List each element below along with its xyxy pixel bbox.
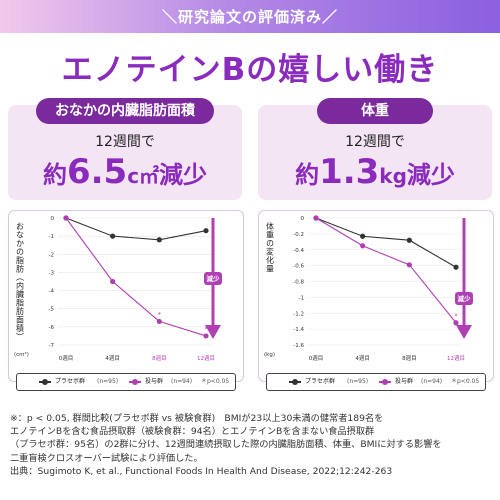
weight-result-value: 1.3: [319, 152, 380, 192]
legend-treatment-marker: [132, 379, 138, 385]
x-tick-label: 0週目: [59, 354, 74, 362]
fat-result-value: 6.5: [66, 152, 128, 192]
legend-placebo-n: (n=95): [347, 378, 369, 385]
y-tick-label: 0: [301, 216, 305, 222]
data-point: [156, 237, 162, 243]
legend-placebo-marker: [42, 379, 48, 385]
header-banner: ＼研究論文の評価済み／: [0, 0, 500, 33]
footnote-line: 二重盲検クロスオーバー試験により評価した。: [10, 452, 203, 464]
weight-result-text: 約1.3kg減少: [258, 152, 492, 192]
series-line: [65, 217, 207, 337]
y-tick-label: -4: [49, 289, 55, 295]
weight-result-unit: kg: [379, 164, 407, 188]
data-point: [453, 264, 459, 270]
data-point: [313, 215, 319, 221]
y-tick-label: -1.4: [293, 327, 304, 333]
series-line: [65, 217, 207, 241]
data-point: [110, 278, 116, 285]
decrease-badge: [455, 292, 473, 305]
data-point: [453, 320, 459, 326]
footnote-line: ※：p < 0.05, 群間比較(プラセボ群 vs 被験食群) BMIが23以上…: [10, 413, 384, 424]
fat-result-text: 約6.5c㎡減少: [8, 152, 242, 192]
x-tick-label: 12週目: [447, 354, 465, 362]
x-tick-label: 8週目: [152, 354, 167, 362]
x-tick-label: 4週目: [355, 354, 370, 362]
decrease-badge-label: 減少: [458, 294, 472, 303]
y-tick-label: -0.8: [293, 280, 304, 286]
y-tick-label: -1: [299, 295, 304, 301]
decrease-badge-label: 減少: [207, 274, 221, 283]
fat-result-prefix: 約: [42, 161, 67, 189]
y-tick-label: -1.2: [293, 311, 304, 317]
legend-placebo-marker: [292, 379, 298, 385]
y-tick-label: -6: [49, 325, 55, 331]
series-line: [315, 217, 457, 268]
legend-placebo-n: (n=95): [97, 378, 119, 385]
data-point: [63, 215, 69, 221]
study-footnote: ※：p < 0.05, 群間比較(プラセボ群 vs 被験食群) BMIが23以上…: [10, 412, 492, 478]
y-axis-label: 体重の変化量: [266, 221, 275, 273]
fat-period-text: 12週間で: [95, 134, 155, 150]
y-tick-label: -2: [49, 252, 54, 258]
data-point: [360, 233, 366, 239]
y-tick-label: -3: [49, 270, 55, 276]
footnote-line: （プラセボ群：95名）の2群に分け、12週間連続摂取した際の内臓脂肪面積、体重、…: [10, 439, 442, 451]
legend-significance-note: ＊p<0.05: [201, 378, 230, 385]
legend-treatment-n: (n=94): [421, 378, 443, 385]
decrease-arrow-head: [205, 325, 221, 339]
banner-text: ＼研究論文の評価済み／: [161, 8, 338, 26]
y-tick-label: -1: [49, 234, 54, 240]
fat-label-pill: おなかの内臓脂肪面積: [36, 98, 214, 124]
decrease-arrow-shaft: [462, 218, 466, 327]
legend-treatment-n: (n=94): [171, 378, 193, 385]
significance-marker: *: [205, 326, 208, 333]
data-point: [406, 237, 412, 243]
y-tick-label: -0.2: [293, 232, 304, 238]
x-tick-label: 8週目: [402, 354, 417, 362]
y-axis-label: おなかの脂肪（内臓脂肪面積）: [16, 222, 25, 341]
fat-result-unit: c㎡: [127, 164, 160, 188]
significance-marker: *: [455, 313, 458, 320]
data-point: [156, 318, 162, 325]
series-line: [315, 217, 457, 324]
data-point: [110, 233, 116, 239]
data-point: [203, 228, 209, 234]
legend-placebo-label: プラセボ群: [55, 378, 86, 385]
weight-label-pill: 体重: [317, 98, 433, 124]
legend-placebo-label: プラセボ群: [305, 378, 336, 385]
footnote-line: 出典：Sugimoto K, et al., Functional Foods …: [10, 465, 393, 477]
x-tick-label: 0週目: [309, 354, 324, 362]
legend-treatment-label: 投与群: [395, 378, 414, 385]
y-tick-label: -1.6: [293, 343, 304, 349]
data-point: [203, 333, 209, 339]
y-tick-label: -5: [49, 307, 55, 313]
significance-marker: *: [158, 311, 161, 318]
footnote-line: エノテインBを含む食品摂取群（被験食群：94名）とエノテインBを含まない食品摂取…: [10, 426, 375, 438]
legend-treatment-label: 投与群: [145, 378, 164, 385]
x-tick-label: 4週目: [105, 354, 120, 362]
legend-treatment-marker: [382, 379, 388, 385]
y-tick-label: -0.4: [293, 248, 304, 254]
weight-period-text: 12週間で: [345, 134, 405, 150]
y-axis-unit: (kg): [264, 352, 275, 358]
legend-significance-note: ＊p<0.05: [451, 378, 480, 385]
data-point: [360, 243, 366, 249]
page-headline: エノテインBの嬉しい働き: [61, 52, 439, 88]
weight-chart-legend: プラセボ群 (n=95) 投与群 (n=94) ＊p<0.05: [266, 373, 486, 391]
data-point: [406, 262, 412, 268]
weight-result-suffix: 減少: [406, 161, 455, 189]
decrease-badge: [204, 272, 222, 285]
y-tick-label: -7: [49, 343, 55, 349]
y-tick-label: -0.6: [293, 264, 304, 270]
y-tick-label: 0: [51, 216, 55, 222]
weight-chart: 0 -0.2 -0.4 -0.6 -0.8 -1 -1.2 -1.4 -1.6 0週目 4週目 8週目…: [264, 215, 473, 362]
decrease-arrow-head: [456, 325, 472, 339]
fat-result-suffix: 減少: [159, 161, 208, 189]
x-tick-label: 12週目: [197, 354, 215, 362]
fat-chart: 0 -1 -2 -3 -4 -5 -6 -7 0週目 4週目 8週目 12週目 おなかの脂肪（内臓脂肪面…: [14, 215, 222, 362]
fat-chart-legend: プラセボ群 (n=95) 投与群 (n=94) ＊p<0.05: [16, 373, 236, 391]
y-axis-unit: (cm²): [14, 351, 29, 358]
weight-result-prefix: 約: [295, 161, 320, 189]
